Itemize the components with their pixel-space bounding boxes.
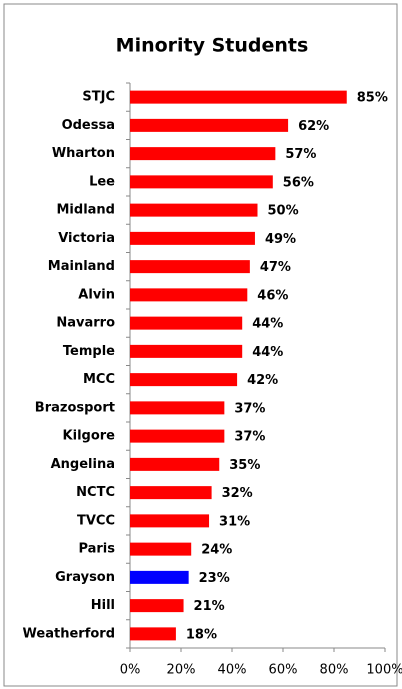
y-tick-label: Alvin	[78, 287, 115, 302]
bar	[130, 147, 276, 161]
data-label: 24%	[201, 543, 232, 558]
y-tick-label: Paris	[78, 542, 115, 557]
data-label: 85%	[357, 91, 388, 106]
x-tick-label: 100%	[366, 663, 402, 678]
y-tick-label: Odessa	[62, 118, 115, 133]
data-label: 31%	[219, 514, 250, 529]
data-label: 37%	[234, 430, 265, 445]
x-tick-label: 40%	[218, 663, 247, 678]
bar	[130, 429, 225, 443]
bar	[130, 118, 289, 132]
bar	[130, 599, 184, 613]
data-label: 62%	[298, 119, 329, 134]
bar	[130, 344, 243, 358]
bar	[130, 90, 347, 104]
y-tick-label: Kilgore	[63, 429, 116, 444]
data-label: 56%	[283, 175, 314, 190]
bar	[130, 542, 192, 556]
chart-title: Minority Students	[116, 35, 309, 57]
y-tick-label: Wharton	[52, 146, 115, 161]
y-tick-label: MCC	[83, 372, 115, 387]
bar	[130, 231, 255, 245]
bar	[130, 316, 243, 330]
bar	[130, 401, 225, 415]
y-tick-label: Navarro	[56, 316, 115, 331]
y-tick-label: Victoria	[58, 231, 115, 246]
bar	[130, 175, 273, 189]
bar	[130, 373, 238, 387]
bar	[130, 260, 250, 274]
bar	[130, 627, 176, 641]
data-label: 42%	[247, 373, 278, 388]
x-tick-label: 0%	[120, 663, 141, 678]
bar	[130, 514, 210, 528]
data-label: 44%	[252, 317, 283, 332]
y-tick-label: Mainland	[48, 259, 115, 274]
data-label: 35%	[229, 458, 260, 473]
x-tick-label: 20%	[167, 663, 196, 678]
data-label: 32%	[222, 486, 253, 501]
data-label: 21%	[194, 599, 225, 614]
x-tick-label: 80%	[320, 663, 349, 678]
data-label: 23%	[199, 571, 230, 586]
y-tick-label: NCTC	[76, 485, 115, 500]
data-label: 37%	[234, 401, 265, 416]
bar	[130, 486, 212, 500]
y-tick-label: Angelina	[51, 457, 115, 472]
data-label: 44%	[252, 345, 283, 360]
x-tick-label: 60%	[269, 663, 298, 678]
bar	[130, 203, 258, 217]
data-label: 49%	[265, 232, 296, 247]
y-tick-label: Midland	[57, 203, 116, 218]
y-tick-label: Hill	[91, 598, 115, 613]
data-label: 57%	[285, 147, 316, 162]
y-tick-label: Weatherford	[23, 626, 115, 641]
y-tick-label: STJC	[82, 90, 115, 105]
bar	[130, 570, 189, 584]
y-tick-label: Lee	[89, 174, 115, 189]
y-tick-label: Temple	[63, 344, 115, 359]
data-label: 18%	[186, 627, 217, 642]
y-tick-label: Brazosport	[35, 400, 115, 415]
y-tick-label: Grayson	[55, 570, 115, 585]
data-label: 47%	[260, 260, 291, 275]
y-tick-label: TVCC	[77, 513, 115, 528]
bar	[130, 457, 220, 471]
data-label: 50%	[268, 204, 299, 219]
data-label: 46%	[257, 288, 288, 303]
bar	[130, 288, 248, 302]
